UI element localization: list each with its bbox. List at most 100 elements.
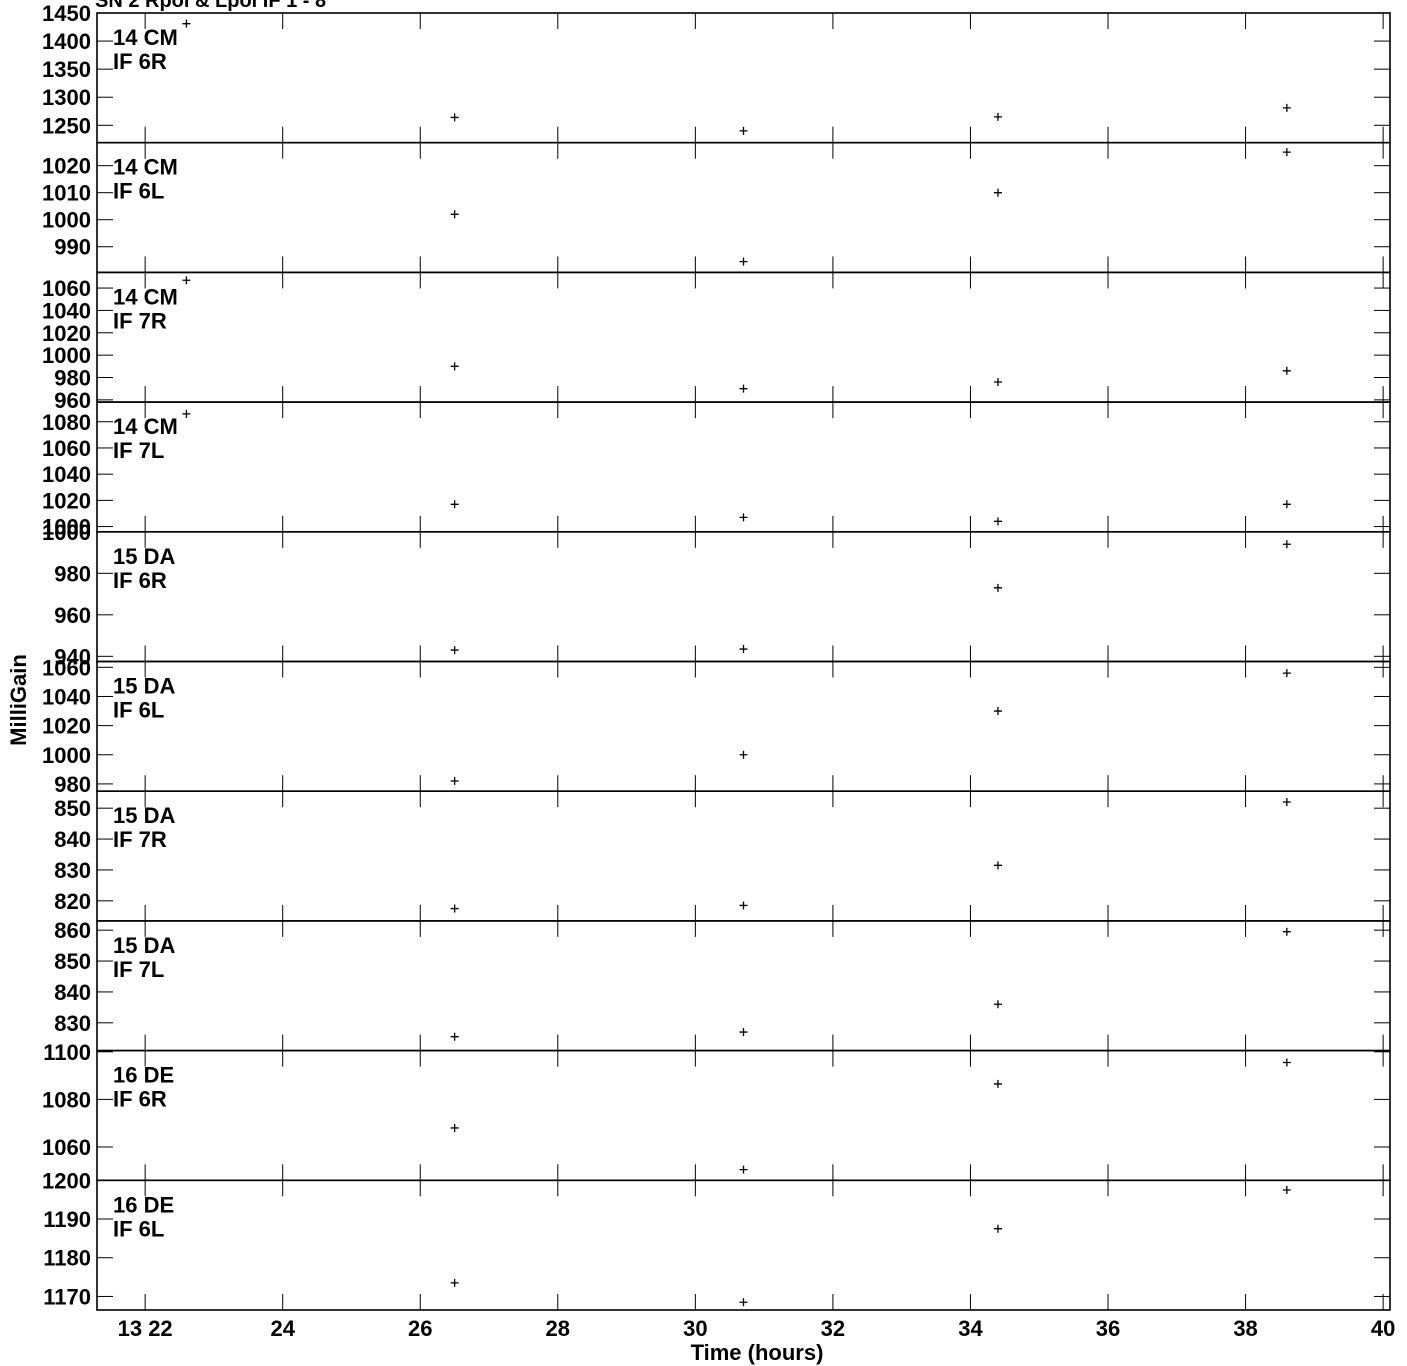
data-point (993, 188, 1002, 197)
data-point (1282, 1185, 1291, 1194)
data-point (182, 409, 191, 418)
panel-frame-1 (96, 12, 1391, 144)
data-point (739, 513, 748, 522)
y-tick-label: 1060 (42, 655, 91, 680)
panel-antenna-label: 14 CM (113, 284, 178, 309)
y-tick-label: 1000 (42, 343, 91, 368)
y-tick-label: 1250 (42, 113, 91, 138)
data-point (1282, 798, 1291, 807)
panel-frame-10 (96, 1179, 1391, 1311)
y-tick-label: 1040 (42, 298, 91, 323)
y-tick-label: 960 (54, 388, 91, 413)
y-tick-label: 980 (54, 366, 91, 391)
data-point (739, 1028, 748, 1037)
panel-if-label: IF 7R (113, 827, 167, 852)
y-tick-label: 1020 (42, 714, 91, 739)
data-point (739, 257, 748, 266)
x-tick-label: 30 (683, 1316, 707, 1341)
x-axis-label: Time (hours) (691, 1340, 824, 1365)
data-point (1282, 1058, 1291, 1067)
y-tick-label: 830 (54, 858, 91, 883)
data-point (1282, 366, 1291, 375)
panel-antenna-label: 16 DE (113, 1192, 174, 1217)
y-tick-label: 960 (54, 603, 91, 628)
data-point (1282, 103, 1291, 112)
y-tick-label: 1190 (43, 1207, 91, 1232)
data-point (993, 517, 1002, 526)
y-tick-label: 840 (54, 980, 91, 1005)
panel-if-label: IF 6L (113, 698, 164, 723)
panel-frame-3 (96, 271, 1391, 403)
panel-if-label: IF 7L (113, 957, 164, 982)
data-point (1282, 669, 1291, 678)
y-tick-label: 1200 (42, 1168, 91, 1193)
y-tick-label: 1080 (42, 410, 91, 435)
y-tick-label: 990 (54, 235, 91, 260)
panel-if-label: IF 6R (113, 49, 167, 74)
y-tick-label: 980 (54, 561, 91, 586)
x-tick-label: 13 22 (118, 1316, 173, 1341)
y-tick-label: 1350 (42, 57, 91, 82)
panel-antenna-label: 15 DA (113, 933, 175, 958)
data-point (993, 861, 1002, 870)
data-point (993, 1224, 1002, 1233)
panel-antenna-label: 15 DA (113, 803, 175, 828)
data-point (1282, 148, 1291, 157)
data-point (450, 500, 459, 509)
data-point (1282, 927, 1291, 936)
y-tick-label: 1450 (42, 1, 91, 26)
data-point (450, 210, 459, 219)
y-tick-label: 1040 (42, 462, 91, 487)
data-point (739, 901, 748, 910)
panel-antenna-label: 15 DA (113, 674, 175, 699)
panel-frame-9 (96, 1049, 1391, 1182)
y-tick-label: 1040 (42, 684, 91, 709)
x-tick-label: 28 (546, 1316, 570, 1341)
data-point (450, 776, 459, 785)
panel-antenna-label: 14 CM (113, 414, 178, 439)
data-point (993, 1079, 1002, 1088)
y-tick-label: 1020 (42, 488, 91, 513)
data-point (739, 126, 748, 135)
y-tick-label: 820 (54, 889, 91, 914)
panel-frame-7 (96, 790, 1391, 922)
panel-frame-6 (96, 660, 1391, 792)
data-point (739, 1165, 748, 1174)
x-tick-label: 40 (1371, 1316, 1395, 1341)
y-tick-label: 860 (54, 918, 91, 943)
data-point (993, 1000, 1002, 1009)
y-tick-label: 1080 (42, 1087, 91, 1112)
panel-if-label: IF 6R (113, 1087, 167, 1112)
panel-antenna-label: 14 CM (113, 155, 178, 180)
y-tick-label: 830 (54, 1011, 91, 1036)
panel-frame-2 (96, 141, 1391, 274)
y-tick-label: 1000 (42, 208, 91, 233)
y-tick-label: 1060 (42, 276, 91, 301)
data-point (739, 750, 748, 759)
panel-antenna-label: 14 CM (113, 25, 178, 50)
panel-if-label: IF 7R (113, 308, 167, 333)
panel-frame-5 (96, 530, 1391, 663)
y-axis-label: MilliGain (6, 654, 31, 746)
x-tick-label: 32 (821, 1316, 845, 1341)
data-point (1282, 540, 1291, 549)
data-point (1282, 500, 1291, 509)
x-tick-label: 36 (1096, 1316, 1120, 1341)
y-tick-label: 1000 (42, 743, 91, 768)
data-point (450, 904, 459, 913)
panel-if-label: IF 6R (113, 568, 167, 593)
data-point (450, 113, 459, 122)
y-tick-label: 1020 (42, 321, 91, 346)
data-point (993, 377, 1002, 386)
y-tick-label: 1000 (42, 520, 91, 545)
data-point (993, 583, 1002, 592)
data-point (450, 646, 459, 655)
panel-antenna-label: 15 DA (113, 544, 175, 569)
x-tick-label: 38 (1233, 1316, 1257, 1341)
chart-title: SN 2 Rpol & Lpol IF 1 - 8 (95, 0, 326, 12)
y-tick-label: 1000 (42, 515, 91, 540)
data-point (450, 1278, 459, 1287)
y-tick-label: 1400 (42, 29, 91, 54)
